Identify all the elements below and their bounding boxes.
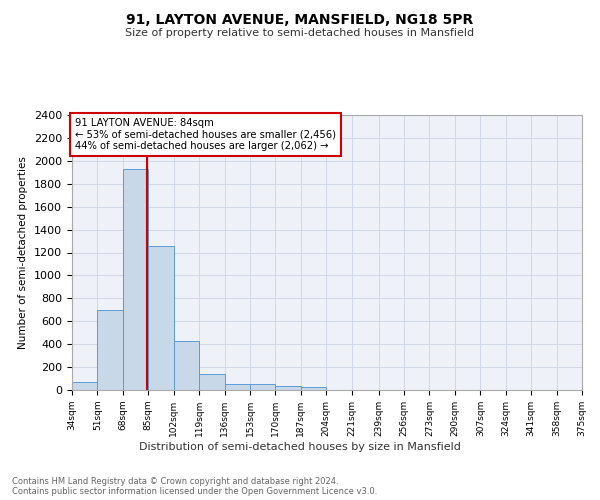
Bar bbox=[72, 382, 97, 390]
Bar bbox=[250, 384, 275, 390]
Bar bbox=[224, 384, 250, 390]
Bar bbox=[148, 246, 174, 390]
Text: 91 LAYTON AVENUE: 84sqm
← 53% of semi-detached houses are smaller (2,456)
44% of: 91 LAYTON AVENUE: 84sqm ← 53% of semi-de… bbox=[74, 118, 335, 151]
Text: Contains HM Land Registry data © Crown copyright and database right 2024.: Contains HM Land Registry data © Crown c… bbox=[12, 478, 338, 486]
Text: Distribution of semi-detached houses by size in Mansfield: Distribution of semi-detached houses by … bbox=[139, 442, 461, 452]
Bar bbox=[275, 386, 301, 390]
Text: 91, LAYTON AVENUE, MANSFIELD, NG18 5PR: 91, LAYTON AVENUE, MANSFIELD, NG18 5PR bbox=[127, 12, 473, 26]
Bar bbox=[174, 340, 199, 390]
Bar bbox=[97, 310, 123, 390]
Text: Contains public sector information licensed under the Open Government Licence v3: Contains public sector information licen… bbox=[12, 488, 377, 496]
Y-axis label: Number of semi-detached properties: Number of semi-detached properties bbox=[19, 156, 28, 349]
Bar bbox=[199, 374, 224, 390]
Bar bbox=[301, 387, 326, 390]
Text: Size of property relative to semi-detached houses in Mansfield: Size of property relative to semi-detach… bbox=[125, 28, 475, 38]
Bar bbox=[123, 169, 148, 390]
